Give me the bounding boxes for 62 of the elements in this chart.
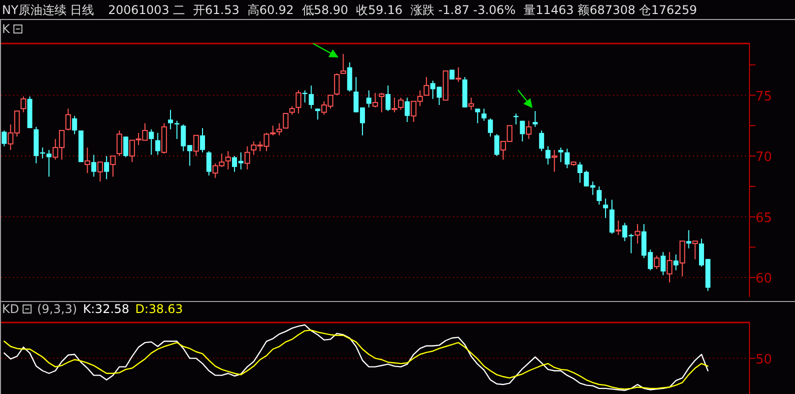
- text: 量11463 额687308 仓176259: [524, 3, 698, 17]
- candlestick: [148, 128, 154, 156]
- candlestick: [660, 252, 666, 276]
- candlestick: [155, 132, 160, 156]
- text: 涨跌 -1.87 -3.06%: [410, 3, 516, 17]
- candlestick: [475, 108, 480, 124]
- y-tick-label: 65: [756, 210, 772, 226]
- candlestick: [84, 147, 90, 174]
- candlestick: [596, 186, 602, 206]
- candlestick: [666, 252, 672, 283]
- y-tick-label: 75: [756, 89, 772, 104]
- candlestick: [539, 130, 544, 152]
- candlestick: [276, 122, 282, 136]
- text: D:38.63: [135, 302, 183, 316]
- candlestick: [494, 134, 500, 157]
- candlestick: [366, 90, 372, 108]
- candlestick: [532, 110, 538, 128]
- candlestick: [545, 146, 550, 166]
- text: K:32.58: [83, 302, 130, 316]
- candlestick: [450, 69, 455, 80]
- candlestick: [552, 149, 558, 172]
- chart-subtitle: (9,3,3): [37, 302, 78, 316]
- candlestick: [386, 85, 391, 112]
- candlestick: [609, 199, 614, 234]
- candlestick: [468, 97, 474, 110]
- candlestick: [686, 230, 692, 249]
- candlestick: [482, 108, 487, 122]
- text: 高60.92: [247, 3, 294, 17]
- candlestick: [244, 146, 250, 170]
- candlestick: [404, 97, 410, 122]
- candlestick: [315, 108, 320, 120]
- y-tick-label: 70: [756, 150, 772, 166]
- text: 50: [756, 352, 772, 368]
- candlestick: [520, 120, 525, 142]
- candlestick: [308, 85, 314, 110]
- candlestick: [123, 136, 128, 158]
- candlestick: [526, 120, 532, 140]
- candlestick: [46, 149, 52, 178]
- text: 开61.53: [193, 3, 240, 17]
- candlestick: [206, 150, 212, 176]
- candlestick: [200, 128, 206, 153]
- candlestick: [558, 147, 564, 163]
- candlestick: [673, 254, 678, 271]
- candlestick: [168, 109, 174, 130]
- chart-title: NY原油连续 日线: [2, 3, 94, 17]
- text: 低58.90: [302, 3, 348, 17]
- candlestick: [2, 130, 7, 147]
- text: 收59.16: [356, 3, 402, 17]
- candlestick: [225, 150, 231, 170]
- candlestick: [634, 224, 640, 244]
- chart-subtitle: K: [2, 22, 11, 36]
- candlestick: [488, 118, 493, 138]
- candlestick: [104, 156, 110, 180]
- candlestick: [347, 62, 352, 92]
- candlestick: [603, 198, 608, 219]
- candlestick: [174, 120, 180, 140]
- text: 20061003 二: [108, 3, 186, 17]
- candlestick: [91, 154, 96, 178]
- candlestick: [72, 115, 78, 135]
- candlestick: [564, 148, 570, 169]
- y-tick-label: 60: [756, 272, 772, 287]
- chart-title: KD: [2, 302, 20, 316]
